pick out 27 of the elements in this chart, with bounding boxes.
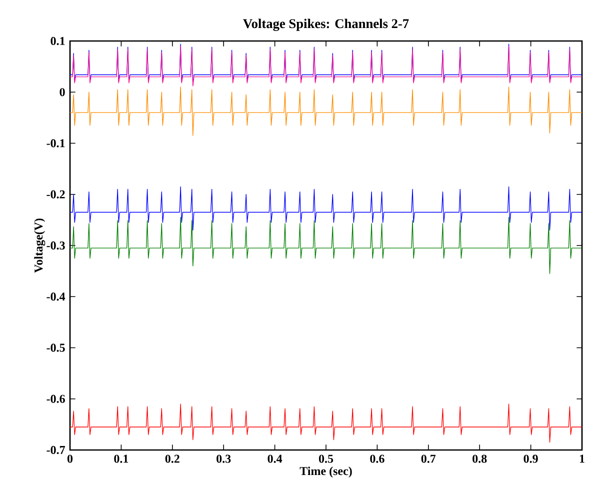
y-tick-label: -0.3 [46,241,65,250]
y-tick-label: 0 [60,88,65,96]
x-tick-label: 0.7 [421,454,436,463]
x-tick-label: 0 [67,454,73,463]
x-tick-label: 0.8 [472,454,487,463]
x-tick-label: 0.1 [114,454,128,463]
line-series [70,217,582,274]
y-tick-label: -0.7 [46,446,66,454]
x-tick-label: 0.2 [165,454,180,463]
x-axis-title: Time (sec) [300,466,352,478]
y-tick-label: -0.1 [46,139,65,148]
x-tick-label: 1 [580,454,584,463]
chart-title: Voltage Spikes: Channels 2-7 [243,18,409,31]
line-series [70,86,582,136]
x-tick-label: 0.5 [318,454,334,463]
x-tick-label: 0.9 [524,454,538,463]
x-tick-label: 0.4 [268,454,282,463]
line-series [70,404,582,443]
y-tick-label: -0.5 [46,344,65,352]
y-tick-label: -0.6 [46,394,65,403]
x-tick-label: 0.3 [216,454,231,463]
x-tick-label: 0.6 [370,454,384,463]
y-tick-label: -0.2 [46,190,65,198]
y-tick-label: 0.1 [50,36,65,46]
y-axis-title: Voltage(V) [34,218,46,273]
line-series [70,186,582,230]
y-tick-label: -0.4 [46,292,66,301]
